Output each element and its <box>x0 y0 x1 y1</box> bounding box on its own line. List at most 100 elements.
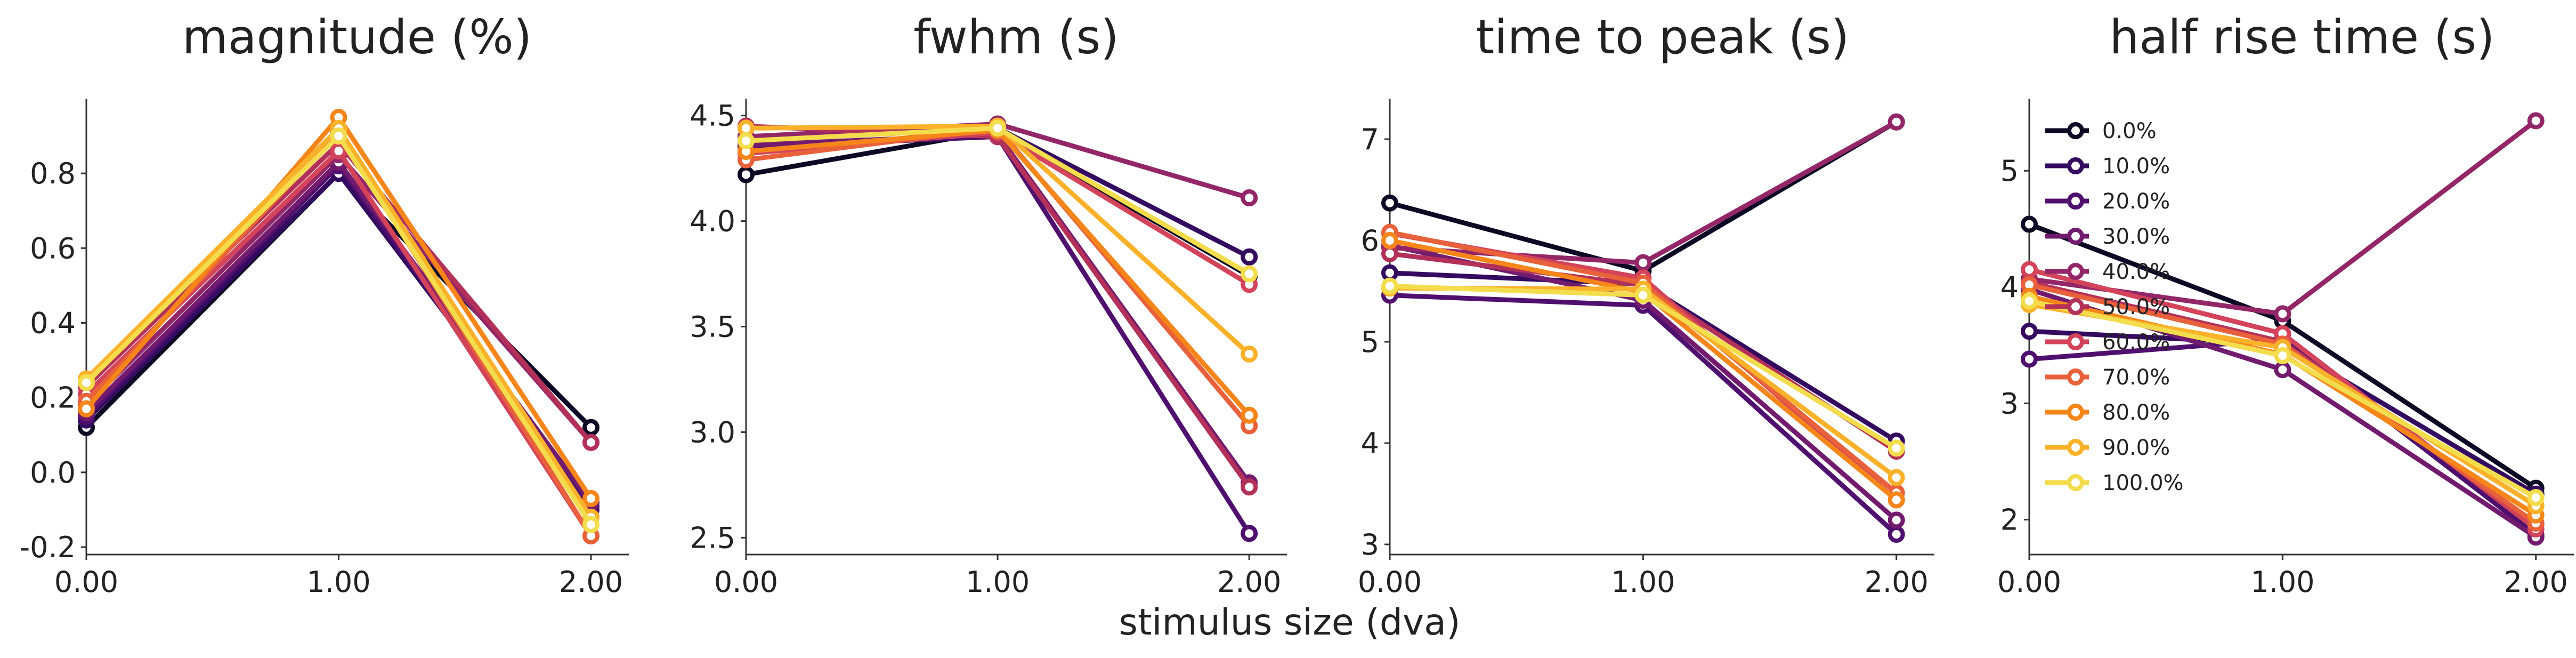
series-line <box>1389 285 1898 480</box>
legend-item: 30.0% <box>2045 224 2170 249</box>
data-point <box>1888 469 1905 486</box>
legend-label: 70.0% <box>2102 365 2170 390</box>
y-tick-label: 0.6 <box>30 231 76 265</box>
legend-item: 90.0% <box>2045 436 2170 460</box>
data-point <box>2021 215 2038 233</box>
legend-item: 20.0% <box>2045 189 2170 214</box>
data-point <box>582 419 600 436</box>
legend-marker <box>2067 368 2084 386</box>
y-tick-label: -0.2 <box>20 531 76 564</box>
legend-label: 10.0% <box>2102 154 2170 179</box>
y-tick-label: 4 <box>1361 427 1379 460</box>
legend-marker <box>2067 228 2084 245</box>
legend-item: 60.0% <box>2045 330 2170 355</box>
series-line <box>2029 118 2538 316</box>
x-tick-label: 2.00 <box>2504 565 2568 599</box>
legend-label: 60.0% <box>2102 330 2170 355</box>
data-point <box>2021 350 2038 368</box>
series-line <box>746 132 1251 485</box>
data-point <box>1634 286 1652 304</box>
panel-title: time to peak (s) <box>1476 10 1849 65</box>
data-point <box>738 132 755 150</box>
data-point <box>1381 277 1398 295</box>
data-point <box>1888 526 1905 543</box>
legend-item: 70.0% <box>2045 365 2170 390</box>
data-point <box>330 142 347 160</box>
panel-title: half rise time (s) <box>2110 10 2495 65</box>
panel-title: fwhm (s) <box>913 10 1119 65</box>
panel-title: magnitude (%) <box>182 10 532 65</box>
panel-half-rise-time: half rise time (s) 2 3 4 5 0.00 1.00 2.00 <box>1997 10 2574 599</box>
data-point <box>1241 525 1258 542</box>
data-point <box>1634 254 1652 271</box>
x-tick-label: 2.00 <box>1865 565 1929 599</box>
y-tick-label: 3 <box>1361 528 1379 561</box>
x-tick-label: 0.00 <box>714 565 778 599</box>
data-point <box>2527 112 2545 130</box>
legend-label: 90.0% <box>2102 436 2170 460</box>
data-point <box>989 119 1007 137</box>
data-point <box>2274 361 2291 379</box>
data-point <box>2021 292 2038 310</box>
legend-item: 50.0% <box>2045 295 2170 319</box>
legend-marker <box>2067 157 2084 174</box>
legend-label: 80.0% <box>2102 400 2170 425</box>
data-point <box>582 516 600 533</box>
x-tick-label: 1.00 <box>1611 565 1675 599</box>
legend-label: 30.0% <box>2102 224 2170 249</box>
y-tick-label: 0.4 <box>30 306 76 340</box>
y-tick-label: 0.0 <box>30 456 76 490</box>
y-tick-label: 3.0 <box>690 415 735 449</box>
y-tick-label: 5 <box>1361 325 1379 359</box>
y-tick-label: 0.2 <box>30 381 76 415</box>
legend-item: 40.0% <box>2045 260 2170 284</box>
y-tick-label: 2.5 <box>690 521 735 555</box>
x-tick-label: 0.00 <box>54 565 118 599</box>
x-tick-label: 0.00 <box>1997 565 2061 599</box>
series-line <box>746 127 1251 417</box>
data-point <box>1888 113 1905 131</box>
series-line <box>1389 293 1898 536</box>
x-tick-label: 1.00 <box>306 565 370 599</box>
panel-magnitude: magnitude (%) -0.2 0.0 0.2 0.4 0.6 0.8 0.00 1.0… <box>20 10 629 599</box>
data-point <box>1888 511 1905 529</box>
data-point <box>2527 489 2545 507</box>
data-point <box>2274 347 2291 365</box>
y-tick-label: 4.5 <box>690 99 735 133</box>
legend-marker <box>2067 404 2084 421</box>
data-point <box>582 434 600 451</box>
y-tick-label: 2 <box>2000 503 2019 537</box>
data-point <box>1241 189 1258 207</box>
data-point <box>1888 439 1905 457</box>
data-point <box>1241 265 1258 283</box>
data-point <box>1241 248 1258 266</box>
data-point <box>2021 261 2038 278</box>
data-point <box>1241 345 1258 363</box>
panel-fwhm: fwhm (s) 2.5 3.0 3.5 4.0 4.5 0.00 1.00 2.00 <box>690 10 1287 599</box>
legend-item: 10.0% <box>2045 154 2170 179</box>
data-point <box>330 127 347 145</box>
y-tick-label: 0.8 <box>30 157 76 190</box>
series-line <box>746 130 1251 287</box>
data-point <box>2021 323 2038 340</box>
legend-marker <box>2067 439 2084 456</box>
data-point <box>78 400 95 418</box>
y-tick-label: 4 <box>2000 270 2019 304</box>
y-tick-label: 7 <box>1361 123 1379 156</box>
data-point <box>78 374 95 391</box>
data-point <box>1381 194 1398 212</box>
legend-marker <box>2067 333 2084 350</box>
panel-time-to-peak: time to peak (s) 3 4 5 6 7 0.00 1.00 2.00 <box>1358 10 1934 599</box>
x-tick-label: 2.00 <box>1217 565 1281 599</box>
legend-label: 100.0% <box>2102 471 2184 495</box>
data-point <box>1381 264 1398 282</box>
legend-label: 0.0% <box>2102 119 2157 143</box>
x-tick-label: 2.00 <box>559 565 623 599</box>
y-tick-label: 4.0 <box>690 205 735 238</box>
legend-label: 40.0% <box>2102 260 2170 284</box>
legend-label: 20.0% <box>2102 189 2170 214</box>
legend-item: 100.0% <box>2045 471 2184 495</box>
legend-label: 50.0% <box>2102 295 2170 319</box>
legend-marker <box>2067 192 2084 210</box>
